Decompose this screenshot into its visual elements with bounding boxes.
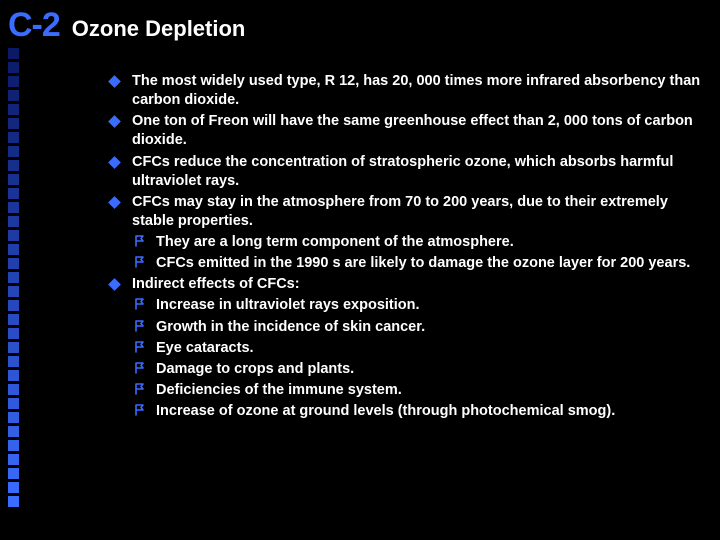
side-square — [8, 440, 19, 451]
side-square — [8, 314, 19, 325]
slide-header: C-2 Ozone Depletion — [8, 6, 245, 45]
bullet-text: CFCs reduce the concentration of stratos… — [132, 154, 673, 189]
side-square — [8, 104, 19, 115]
side-square — [8, 398, 19, 409]
sub-bullet-item: Increase in ultraviolet rays exposition. — [132, 296, 705, 315]
side-square — [8, 328, 19, 339]
diamond-icon — [108, 156, 121, 169]
side-square — [8, 286, 19, 297]
slide-code: C-2 — [8, 6, 60, 45]
bullet-text: The most widely used type, R 12, has 20,… — [132, 73, 700, 108]
side-square — [8, 454, 19, 465]
side-square — [8, 412, 19, 423]
bullet-text: One ton of Freon will have the same gree… — [132, 113, 693, 148]
flag-icon — [134, 320, 146, 332]
sub-bullet-text: Damage to crops and plants. — [156, 361, 354, 377]
side-square — [8, 244, 19, 255]
sub-bullet-text: They are a long term component of the at… — [156, 234, 514, 250]
side-square — [8, 188, 19, 199]
flag-icon — [134, 298, 146, 310]
sub-bullet-text: Increase in ultraviolet rays exposition. — [156, 297, 420, 313]
bullet-item: CFCs reduce the concentration of stratos… — [110, 153, 705, 191]
sub-bullet-text: Deficiencies of the immune system. — [156, 382, 402, 398]
side-square — [8, 300, 19, 311]
sub-bullet-list: Increase in ultraviolet rays exposition.… — [132, 296, 705, 421]
side-square — [8, 48, 19, 59]
side-square — [8, 482, 19, 493]
sub-bullet-item: Deficiencies of the immune system. — [132, 381, 705, 400]
side-square — [8, 62, 19, 73]
side-square — [8, 174, 19, 185]
decorative-side-squares — [8, 48, 19, 507]
sub-bullet-item: Eye cataracts. — [132, 339, 705, 358]
bullet-text: CFCs may stay in the atmosphere from 70 … — [132, 194, 668, 229]
bullet-item: One ton of Freon will have the same gree… — [110, 112, 705, 150]
slide-content: The most widely used type, R 12, has 20,… — [110, 72, 705, 423]
bullet-list: The most widely used type, R 12, has 20,… — [110, 72, 705, 421]
side-square — [8, 202, 19, 213]
sub-bullet-item: Growth in the incidence of skin cancer. — [132, 318, 705, 337]
side-square — [8, 258, 19, 269]
side-square — [8, 426, 19, 437]
side-square — [8, 146, 19, 157]
flag-icon — [134, 383, 146, 395]
side-square — [8, 496, 19, 507]
diamond-icon — [108, 115, 121, 128]
diamond-icon — [108, 75, 121, 88]
sub-bullet-text: Growth in the incidence of skin cancer. — [156, 319, 425, 335]
slide-title: Ozone Depletion — [72, 16, 246, 42]
side-square — [8, 272, 19, 283]
sub-bullet-item: Damage to crops and plants. — [132, 360, 705, 379]
side-square — [8, 370, 19, 381]
side-square — [8, 230, 19, 241]
sub-bullet-text: CFCs emitted in the 1990 s are likely to… — [156, 255, 690, 271]
side-square — [8, 132, 19, 143]
flag-icon — [134, 341, 146, 353]
sub-bullet-text: Eye cataracts. — [156, 340, 254, 356]
flag-icon — [134, 235, 146, 247]
bullet-item: Indirect effects of CFCs: Increase in ult… — [110, 275, 705, 421]
sub-bullet-item: CFCs emitted in the 1990 s are likely to… — [132, 254, 705, 273]
bullet-item: CFCs may stay in the atmosphere from 70 … — [110, 193, 705, 274]
side-square — [8, 384, 19, 395]
side-square — [8, 342, 19, 353]
side-square — [8, 356, 19, 367]
diamond-icon — [108, 278, 121, 291]
sub-bullet-item: Increase of ozone at ground levels (thro… — [132, 402, 705, 421]
side-square — [8, 90, 19, 101]
side-square — [8, 160, 19, 171]
side-square — [8, 216, 19, 227]
diamond-icon — [108, 196, 121, 209]
flag-icon — [134, 404, 146, 416]
bullet-text: Indirect effects of CFCs: — [132, 276, 300, 292]
flag-icon — [134, 362, 146, 374]
bullet-item: The most widely used type, R 12, has 20,… — [110, 72, 705, 110]
side-square — [8, 118, 19, 129]
sub-bullet-item: They are a long term component of the at… — [132, 233, 705, 252]
side-square — [8, 468, 19, 479]
flag-icon — [134, 256, 146, 268]
sub-bullet-list: They are a long term component of the at… — [132, 233, 705, 273]
sub-bullet-text: Increase of ozone at ground levels (thro… — [156, 403, 615, 419]
side-square — [8, 76, 19, 87]
